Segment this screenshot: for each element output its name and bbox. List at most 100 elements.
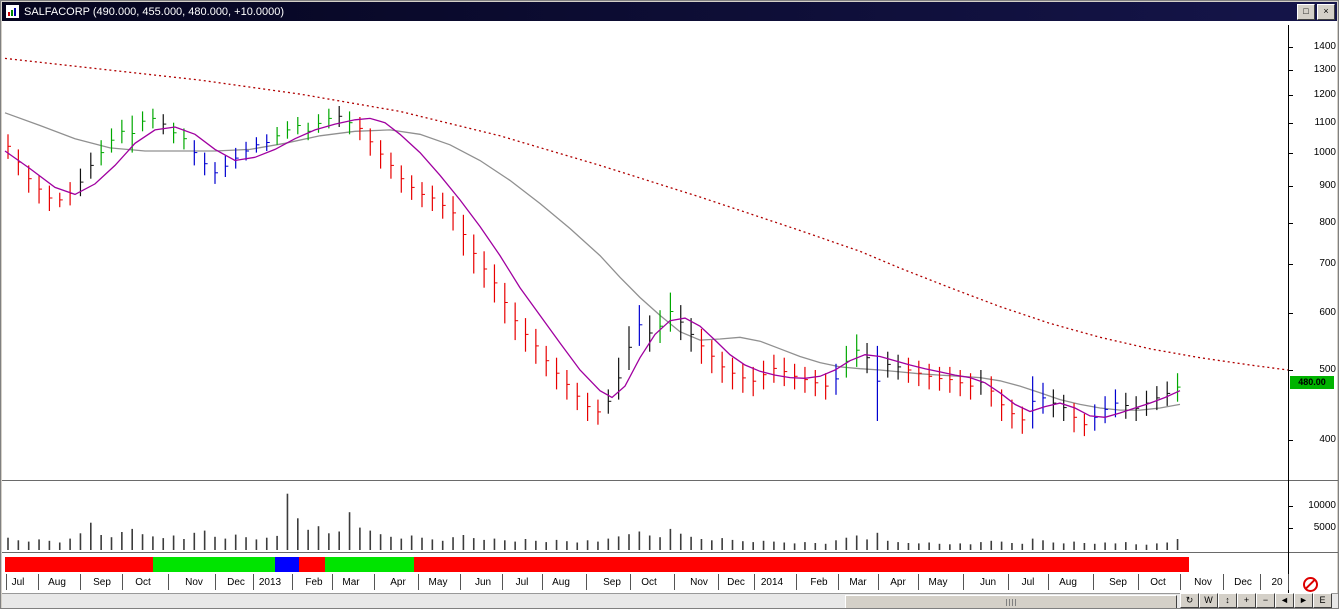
x-axis-label: Jun [979,577,997,588]
y-axis-tick-label: 1000 [1313,146,1336,158]
y-axis-tick-mark [1289,222,1293,224]
x-axis-label: May [928,577,948,588]
stop-icon[interactable] [1303,577,1318,592]
app-icon [6,5,19,18]
y-axis-tick-mark [1289,369,1293,371]
scrollbar-grip-icon [1006,599,1016,606]
x-axis-label: Feb [810,577,828,588]
y-axis-tick-label: 800 [1319,216,1336,228]
x-axis-label: Oct [135,577,151,588]
horizontal-scrollbar[interactable] [2,593,1338,608]
x-axis-separator [292,574,293,590]
volume-tick-label: 10000 [1308,500,1336,511]
x-axis-separator [1138,574,1139,590]
y-axis-tick-mark [1289,440,1293,441]
ribbon-segment [275,557,299,572]
volume-chart-canvas[interactable] [4,482,1288,552]
x-axis-separator [963,574,964,590]
y-axis-tick-mark [1289,122,1293,124]
x-axis-label: 20 [1271,577,1283,588]
x-axis-separator [253,574,254,590]
x-axis-separator [542,574,543,590]
fit-vertical-button[interactable]: ↕ [1218,593,1237,608]
x-axis-label: Dec [727,577,745,588]
x-axis-separator [38,574,39,590]
bottom-toolbar: ↻ W ↕ + − ◄ ► E [1180,593,1332,608]
scroll-right-button[interactable]: ► [1294,593,1313,608]
y-axis-tick-label: 1300 [1313,64,1336,76]
volume-tick-mark [1289,506,1293,507]
x-axis-separator [718,574,719,590]
end-button[interactable]: E [1313,593,1332,608]
x-axis-separator [1093,574,1094,590]
x-axis-separator [1288,574,1289,590]
x-axis-separator [878,574,879,590]
ribbon-segment [325,557,414,572]
volume-ribbon-divider [2,552,1338,553]
x-axis-label: Mar [849,577,867,588]
x-axis-label: Nov [185,577,203,588]
x-axis-label: Aug [48,577,66,588]
x-axis-separator [1180,574,1181,590]
x-axis-label: Mar [342,577,360,588]
x-axis-labels: Jul Aug Sep Oct Nov Dec 2013 Feb Mar Apr May Jun Jul… [2,574,1289,592]
x-axis-label: Jul [1021,577,1035,588]
x-axis-label: Dec [227,577,245,588]
x-axis-label: Sep [603,577,621,588]
x-axis-separator [796,574,797,590]
x-axis-separator [215,574,216,590]
ma-dotted-line [4,57,1288,371]
x-axis-label: Nov [1194,577,1212,588]
x-axis-separator [80,574,81,590]
x-axis-label: May [428,577,448,588]
x-axis-separator [838,574,839,590]
y-axis-tick-label: 700 [1319,258,1336,270]
x-axis-separator [1260,574,1261,590]
x-axis-label: Oct [641,577,657,588]
ma-short-line [4,117,1181,418]
x-axis-separator [1048,574,1049,590]
ribbon-segment [5,557,153,572]
maximize-button[interactable]: □ [1297,3,1315,20]
price-chart-canvas[interactable] [4,25,1288,480]
x-axis-separator [6,574,7,590]
scrollbar-thumb[interactable] [845,595,1177,608]
x-axis-label: Nov [690,577,708,588]
zoom-in-button[interactable]: + [1237,593,1256,608]
x-axis-label: 2013 [258,577,282,588]
x-axis-separator [374,574,375,590]
trend-ribbon [2,557,1288,572]
x-axis-separator [168,574,169,590]
close-button[interactable]: × [1317,3,1335,20]
volume-tick-mark [1289,528,1293,529]
refresh-button[interactable]: ↻ [1180,593,1199,608]
y-axis-tick-label: 1100 [1314,116,1336,128]
periodicity-weekly-button[interactable]: W [1199,593,1218,608]
chart-area: 1400 1300 1200 1100 1000 900 800 700 600 500 400 1… [2,21,1338,608]
x-axis-label: Sep [93,577,111,588]
ribbon-segment [299,557,325,572]
y-axis-tick-mark [1289,70,1293,72]
x-axis-separator [502,574,503,590]
y-axis-tick-mark [1289,152,1293,154]
x-axis-label: Jul [515,577,529,588]
x-axis-separator [418,574,419,590]
y-axis-tick-mark [1289,47,1293,48]
y-axis-tick-label: 500 [1319,363,1336,375]
x-axis-label: Apr [890,577,906,588]
title-bar[interactable]: SALFACORP (490.000, 455.000, 480.000, +1… [2,2,1337,21]
zoom-out-button[interactable]: − [1256,593,1275,608]
ribbon-segment [153,557,275,572]
window-title: SALFACORP (490.000, 455.000, 480.000, +1… [24,5,285,18]
scroll-left-button[interactable]: ◄ [1275,593,1294,608]
y-axis-tick-label: 900 [1319,179,1336,191]
x-axis-separator [754,574,755,590]
y-axis-tick-label: 400 [1319,434,1336,445]
x-axis-label: Oct [1150,577,1166,588]
x-axis-separator [586,574,587,590]
x-axis-label: 2014 [760,577,784,588]
y-axis-tick-mark [1289,264,1293,266]
y-axis-line [1288,25,1289,593]
y-axis-tick-mark [1289,95,1293,97]
x-axis-separator [630,574,631,590]
